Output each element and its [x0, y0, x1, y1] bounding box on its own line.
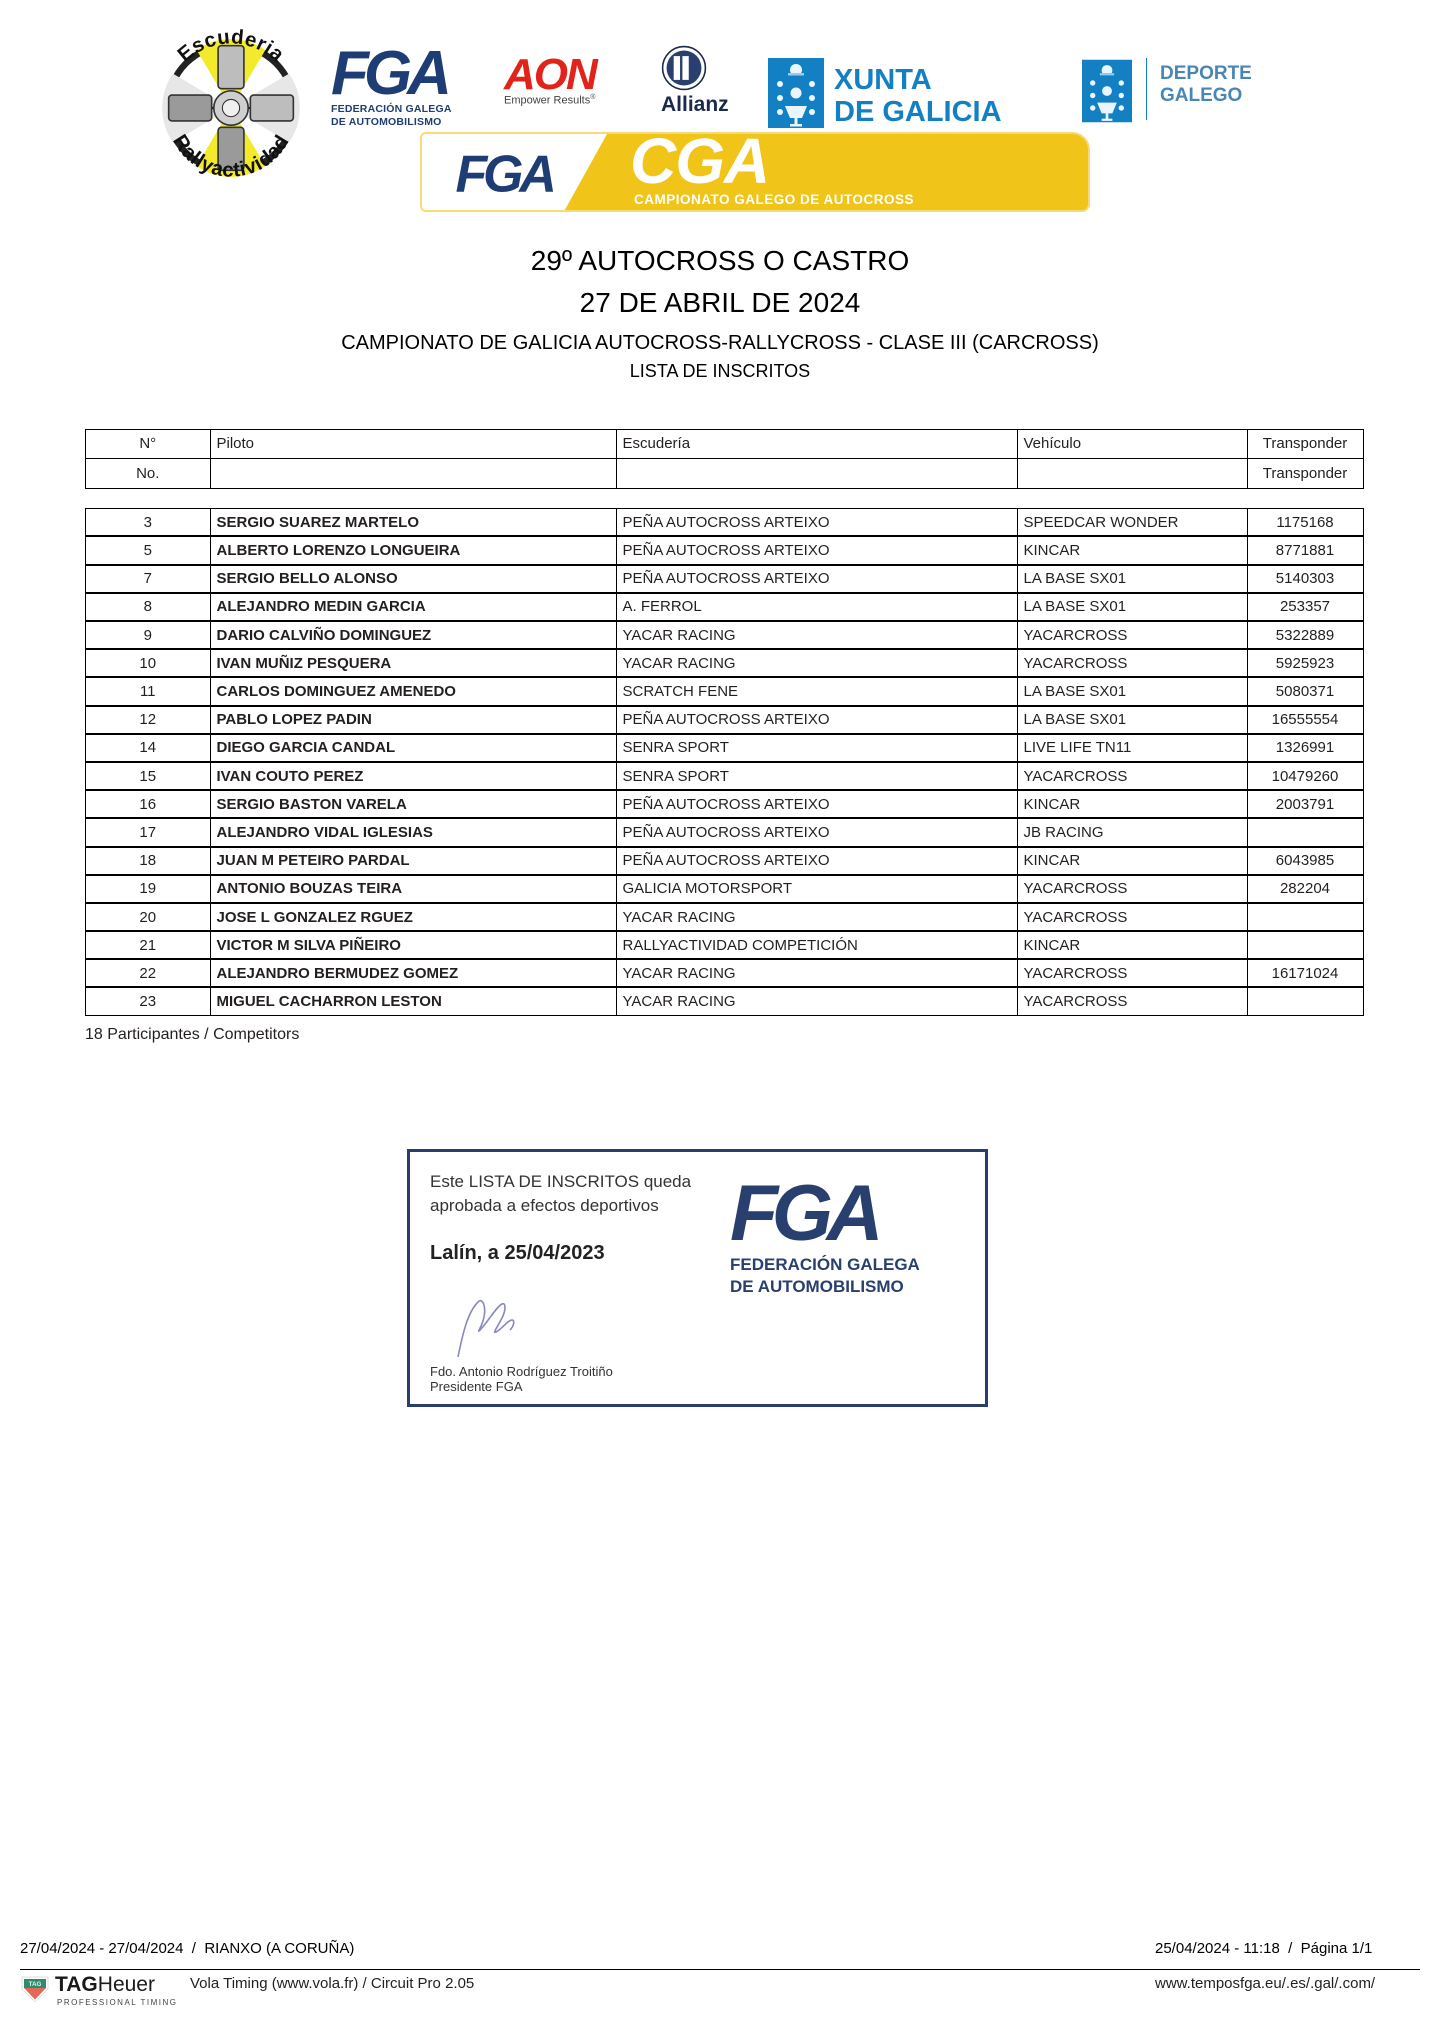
svg-text:TAG: TAG [29, 1981, 42, 1988]
svg-text:FGA: FGA [730, 1174, 879, 1253]
svg-text:FGA: FGA [331, 42, 448, 104]
svg-text:FGA: FGA [455, 148, 553, 200]
